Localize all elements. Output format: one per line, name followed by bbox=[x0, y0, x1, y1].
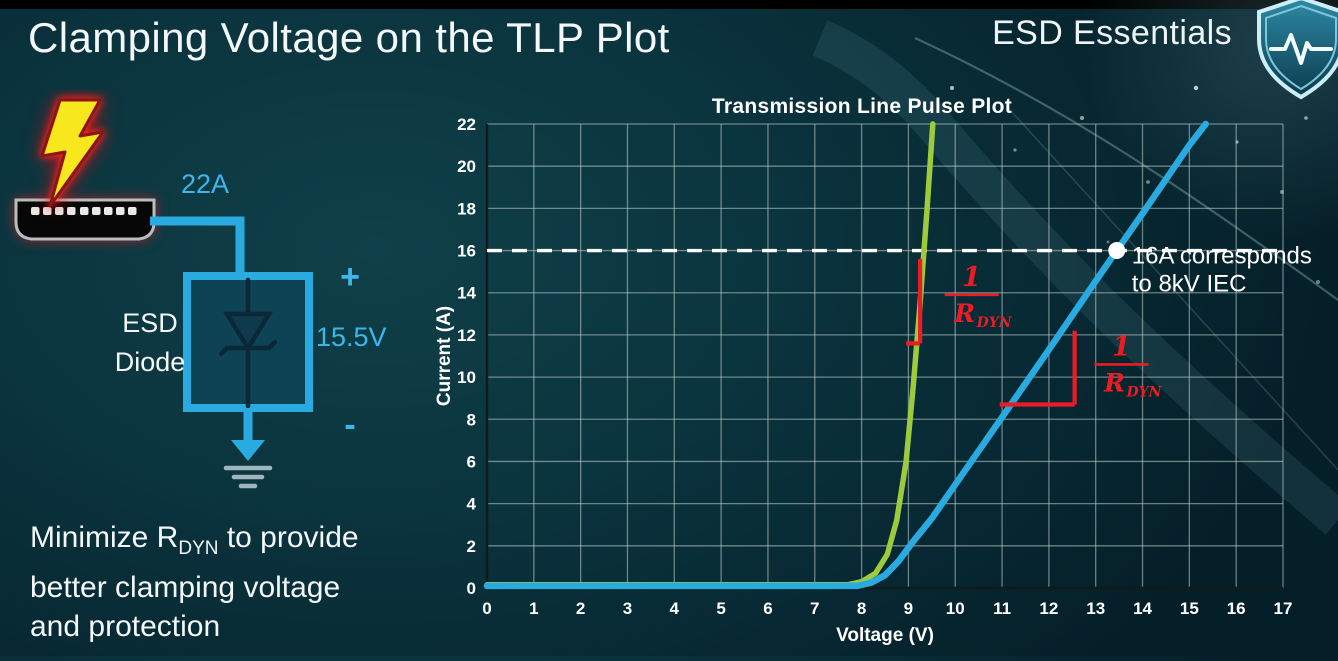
shield-inner-border bbox=[1265, 4, 1337, 91]
plus-sign: + bbox=[340, 258, 360, 296]
surge-wire bbox=[150, 216, 245, 280]
x-tick-label: 16 bbox=[1227, 599, 1246, 618]
marker-label-line-1: to 8kV IEC bbox=[1132, 271, 1247, 298]
rdyn-fraction-subscript: DYN bbox=[1125, 384, 1162, 400]
pulse-line-icon bbox=[1269, 33, 1333, 65]
caption-line3: and protection bbox=[30, 610, 221, 643]
rdyn-fraction-numerator: 1 bbox=[962, 262, 981, 293]
esd-protection-diagram: 22A ESD Diode + 15.5V - bbox=[14, 98, 387, 489]
x-tick-label: 0 bbox=[482, 599, 491, 618]
rdyn-fraction-denominator: R bbox=[953, 299, 975, 328]
brand-text: ESD Essentials bbox=[992, 14, 1232, 52]
x-tick-label: 15 bbox=[1180, 599, 1199, 618]
x-tick-label: 9 bbox=[904, 599, 913, 618]
x-axis-label: Voltage (V) bbox=[836, 625, 934, 646]
y-tick-label: 4 bbox=[467, 495, 477, 514]
y-tick-label: 16 bbox=[457, 242, 476, 261]
x-tick-label: 12 bbox=[1039, 599, 1058, 618]
x-tick-label: 11 bbox=[993, 599, 1011, 618]
x-tick-label: 13 bbox=[1086, 599, 1105, 618]
y-tick-label: 0 bbox=[467, 579, 476, 598]
y-tick-label: 14 bbox=[457, 284, 476, 303]
lightning-bolt-icon bbox=[40, 98, 105, 208]
rdyn-fraction-subscript: DYN bbox=[976, 315, 1013, 331]
x-tick-label: 14 bbox=[1133, 599, 1152, 618]
x-tick-label: 8 bbox=[857, 599, 866, 618]
hdmi-connector-icon bbox=[14, 198, 156, 241]
marker-dot bbox=[1108, 242, 1126, 260]
device-label-line1: ESD bbox=[122, 308, 178, 338]
ground-icon bbox=[223, 465, 273, 489]
y-tick-label: 8 bbox=[467, 410, 476, 429]
y-tick-label: 12 bbox=[457, 326, 476, 345]
y-tick-label: 6 bbox=[467, 452, 476, 471]
series-line-0 bbox=[484, 121, 936, 588]
caption-prefix: Minimize R bbox=[30, 521, 179, 554]
caption: Minimize RDYN to provide better clamping… bbox=[30, 518, 450, 646]
rdyn-fraction-numerator: 1 bbox=[1112, 331, 1131, 362]
surge-current-label: 22A bbox=[181, 169, 229, 199]
top-letterbox-bar bbox=[0, 0, 1338, 9]
zener-diode-symbol bbox=[218, 277, 278, 409]
minus-sign: - bbox=[344, 406, 355, 444]
rdyn-fraction-denominator: R bbox=[1103, 368, 1125, 397]
shield-icon bbox=[1257, 0, 1338, 100]
y-tick-label: 10 bbox=[457, 368, 476, 387]
x-tick-label: 6 bbox=[763, 599, 772, 618]
tlp-chart-svg: 0 1 2 3 4 5 6 7 8 9 10 11 12 13 14 15 16 1702468101214161… bbox=[434, 95, 1312, 646]
x-tick-label: 17 bbox=[1274, 599, 1293, 618]
caption-suffix: to provide bbox=[218, 521, 359, 554]
clamp-voltage-label: 15.5V bbox=[316, 322, 387, 352]
page-title: Clamping Voltage on the TLP Plot bbox=[28, 14, 670, 61]
y-axis-label: Current (A) bbox=[434, 306, 455, 406]
caption-subscript: DYN bbox=[178, 538, 219, 559]
x-tick-label: 3 bbox=[623, 599, 632, 618]
caption-line2: better clamping voltage bbox=[30, 571, 341, 604]
series-line-1 bbox=[483, 120, 1209, 590]
y-tick-label: 20 bbox=[457, 157, 476, 176]
x-tick-label: 10 bbox=[946, 599, 965, 618]
esd-essentials-logo bbox=[1257, 0, 1338, 100]
y-tick-label: 2 bbox=[467, 537, 476, 556]
x-tick-label: 5 bbox=[716, 599, 725, 618]
y-tick-label: 22 bbox=[457, 115, 476, 134]
device-label-line2: Diode bbox=[115, 347, 186, 377]
x-tick-label: 2 bbox=[576, 599, 585, 618]
chart-title: Transmission Line Pulse Plot bbox=[712, 95, 1012, 118]
down-arrow-icon bbox=[231, 440, 265, 461]
x-tick-label: 7 bbox=[810, 599, 819, 618]
x-tick-label: 4 bbox=[670, 599, 680, 618]
y-tick-label: 18 bbox=[457, 199, 476, 218]
tlp-chart: 0 1 2 3 4 5 6 7 8 9 10 11 12 13 14 15 16 17 0 2 4 6 8 10 12 14 16 1… bbox=[430, 92, 1338, 656]
x-tick-label: 1 bbox=[529, 599, 538, 618]
marker-label-line-0: 16A corresponds bbox=[1132, 243, 1312, 270]
